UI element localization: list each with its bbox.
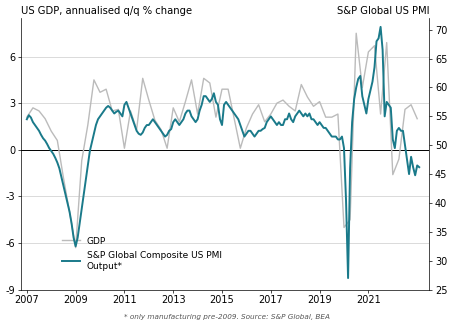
GDP — [372, 44, 377, 48]
S&P Global Composite US PMI
Output* — [61, 184, 66, 188]
Text: * only manufacturing pre-2009. Source: S&P Global, BEA: * only manufacturing pre-2009. Source: S… — [124, 314, 329, 320]
GDP — [73, 246, 78, 250]
GDP — [402, 108, 408, 111]
S&P Global Composite US PMI
Output* — [24, 117, 29, 121]
S&P Global Composite US PMI
Output* — [345, 276, 351, 280]
GDP — [195, 112, 200, 116]
GDP — [146, 98, 152, 102]
Text: S&P Global US PMI: S&P Global US PMI — [337, 5, 429, 15]
S&P Global Composite US PMI
Output* — [339, 135, 345, 138]
GDP — [122, 146, 127, 150]
GDP — [353, 31, 359, 35]
Line: GDP: GDP — [27, 33, 417, 248]
Legend: GDP, S&P Global Composite US PMI
Output*: GDP, S&P Global Composite US PMI Output* — [58, 232, 226, 274]
S&P Global Composite US PMI
Output* — [106, 104, 111, 108]
Text: US GDP, annualised q/q % change: US GDP, annualised q/q % change — [21, 5, 192, 15]
S&P Global Composite US PMI
Output* — [327, 132, 333, 136]
S&P Global Composite US PMI
Output* — [209, 97, 215, 101]
GDP — [414, 117, 420, 121]
Line: S&P Global Composite US PMI
Output*: S&P Global Composite US PMI Output* — [27, 27, 419, 278]
S&P Global Composite US PMI
Output* — [378, 25, 383, 29]
S&P Global Composite US PMI
Output* — [416, 165, 422, 169]
S&P Global Composite US PMI
Output* — [227, 106, 233, 109]
GDP — [24, 115, 29, 119]
GDP — [231, 117, 237, 121]
